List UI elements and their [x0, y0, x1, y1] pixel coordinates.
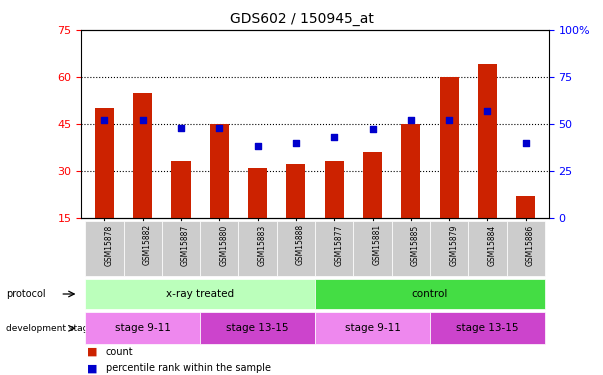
Point — [368, 126, 377, 132]
Text: GSM15888: GSM15888 — [296, 224, 305, 266]
Text: stage 13-15: stage 13-15 — [456, 323, 519, 333]
Point — [215, 124, 224, 130]
Bar — [210, 124, 229, 218]
Text: GSM15885: GSM15885 — [411, 224, 420, 266]
Bar — [248, 168, 267, 217]
Text: GSM15878: GSM15878 — [104, 224, 113, 266]
Bar — [133, 93, 153, 218]
Text: GSM15882: GSM15882 — [143, 224, 152, 266]
Point — [521, 140, 531, 146]
Bar — [363, 152, 382, 217]
Point — [291, 140, 301, 146]
Text: stage 9-11: stage 9-11 — [115, 323, 171, 333]
Text: GSM15887: GSM15887 — [181, 224, 190, 266]
Text: count: count — [106, 347, 133, 357]
Bar — [171, 161, 191, 218]
Text: GSM15879: GSM15879 — [449, 224, 458, 266]
Bar — [95, 108, 114, 218]
Text: x-ray treated: x-ray treated — [166, 289, 234, 299]
Text: GSM15886: GSM15886 — [526, 224, 535, 266]
Bar — [286, 164, 306, 218]
Bar — [440, 77, 459, 218]
Text: protocol: protocol — [6, 289, 46, 299]
Text: control: control — [412, 289, 448, 299]
Point — [444, 117, 454, 123]
Point — [176, 124, 186, 130]
Text: GSM15884: GSM15884 — [487, 224, 496, 266]
Bar — [324, 161, 344, 218]
Point — [482, 108, 492, 114]
Point — [406, 117, 415, 123]
Text: GSM15880: GSM15880 — [219, 224, 229, 266]
Bar — [478, 64, 497, 218]
Bar — [401, 124, 420, 218]
Text: GDS602 / 150945_at: GDS602 / 150945_at — [230, 12, 373, 26]
Text: stage 13-15: stage 13-15 — [226, 323, 289, 333]
Text: GSM15883: GSM15883 — [257, 224, 267, 266]
Text: GSM15877: GSM15877 — [334, 224, 343, 266]
Text: ■: ■ — [87, 363, 98, 373]
Text: ■: ■ — [87, 347, 98, 357]
Bar — [516, 196, 535, 217]
Point — [138, 117, 148, 123]
Point — [99, 117, 109, 123]
Text: stage 9-11: stage 9-11 — [344, 323, 400, 333]
Point — [253, 143, 262, 149]
Text: GSM15881: GSM15881 — [373, 224, 382, 266]
Text: development stage: development stage — [6, 324, 94, 333]
Point — [329, 134, 339, 140]
Text: percentile rank within the sample: percentile rank within the sample — [106, 363, 271, 373]
